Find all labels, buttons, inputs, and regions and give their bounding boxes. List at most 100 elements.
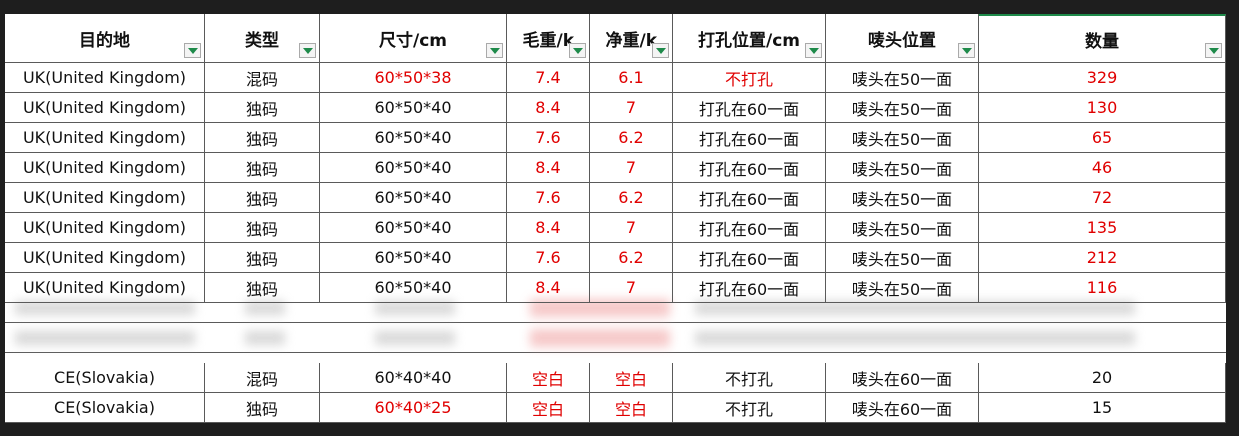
- header-cell: 类型: [205, 14, 320, 63]
- table-cell: 116: [979, 273, 1226, 303]
- table-cell: 空白: [590, 393, 673, 423]
- table-cell: 60*40*25: [320, 393, 507, 423]
- table-cell: 7: [590, 93, 673, 123]
- table-cell: 独码: [205, 393, 320, 423]
- table-cell: 空白: [507, 393, 590, 423]
- table-cell: 独码: [205, 243, 320, 273]
- table-cell: UK(United Kingdom): [5, 123, 205, 153]
- table-cell: 唛头在50一面: [826, 213, 979, 243]
- header-cell: 唛头位置: [826, 14, 979, 63]
- table-cell: CE(Slovakia): [5, 393, 205, 423]
- table-cell: 打孔在60一面: [673, 243, 826, 273]
- table-cell: 独码: [205, 213, 320, 243]
- table-cell: 8.4: [507, 93, 590, 123]
- table-cell: 唛头在50一面: [826, 153, 979, 183]
- table-cell: 唛头在50一面: [826, 273, 979, 303]
- table-cell: 唛头在60一面: [826, 363, 979, 393]
- filter-button[interactable]: [652, 43, 669, 58]
- header-text: 目的地: [79, 30, 130, 51]
- table-cell: 60*40*40: [320, 363, 507, 393]
- table-cell: 60*50*40: [320, 123, 507, 153]
- table-cell: 不打孔: [673, 63, 826, 93]
- table-cell: 独码: [205, 183, 320, 213]
- table-cell: 空白: [590, 363, 673, 393]
- header-text: 尺寸/cm: [379, 30, 447, 51]
- table-cell: 60*50*40: [320, 183, 507, 213]
- table-cell: 130: [979, 93, 1226, 123]
- header-cell: 尺寸/cm: [320, 14, 507, 63]
- table-cell: 独码: [205, 153, 320, 183]
- header-text: 唛头位置: [868, 30, 936, 51]
- table-cell: 20: [979, 363, 1226, 393]
- table-cell: 打孔在60一面: [673, 123, 826, 153]
- table-cell: 打孔在60一面: [673, 153, 826, 183]
- table-cell: UK(United Kingdom): [5, 153, 205, 183]
- table-cell: 6.2: [590, 123, 673, 153]
- filter-button[interactable]: [805, 43, 822, 58]
- table-cell: 唛头在50一面: [826, 183, 979, 213]
- table-cell: 唛头在60一面: [826, 393, 979, 423]
- table-cell: UK(United Kingdom): [5, 243, 205, 273]
- header-cell: 数量: [979, 14, 1226, 63]
- redacted-row: [5, 323, 1226, 353]
- filter-button[interactable]: [486, 43, 503, 58]
- redacted-row: [5, 293, 1226, 323]
- table-cell: 65: [979, 123, 1226, 153]
- table-cell: 打孔在60一面: [673, 213, 826, 243]
- header-text: 毛重/kg: [522, 30, 574, 51]
- table-cell: 打孔在60一面: [673, 183, 826, 213]
- table-cell: 打孔在60一面: [673, 273, 826, 303]
- table-cell: 独码: [205, 93, 320, 123]
- table-cell: UK(United Kingdom): [5, 273, 205, 303]
- table-cell: 7.4: [507, 63, 590, 93]
- table-cell: 60*50*40: [320, 243, 507, 273]
- filter-button[interactable]: [299, 43, 316, 58]
- table-cell: 15: [979, 393, 1226, 423]
- header-cell: 目的地: [5, 14, 205, 63]
- table-cell: 7.6: [507, 123, 590, 153]
- table-cell: 72: [979, 183, 1226, 213]
- filter-button[interactable]: [184, 43, 201, 58]
- table-cell: 60*50*40: [320, 93, 507, 123]
- table-cell: 8.4: [507, 213, 590, 243]
- table-cell: 6.2: [590, 243, 673, 273]
- table-cell: 打孔在60一面: [673, 93, 826, 123]
- table-cell: CE(Slovakia): [5, 363, 205, 393]
- filter-button[interactable]: [958, 43, 975, 58]
- table-cell: 唛头在50一面: [826, 123, 979, 153]
- header-text: 净重/kg: [605, 30, 657, 51]
- table-cell: UK(United Kingdom): [5, 93, 205, 123]
- table-cell: 唛头在50一面: [826, 63, 979, 93]
- table-cell: 60*50*40: [320, 213, 507, 243]
- header-text: 打孔位置/cm: [698, 30, 800, 51]
- table-cell: 6.2: [590, 183, 673, 213]
- table-cell: 7.6: [507, 183, 590, 213]
- filter-button[interactable]: [1205, 43, 1222, 58]
- table-cell: 212: [979, 243, 1226, 273]
- table-cell: 6.1: [590, 63, 673, 93]
- table-cell: UK(United Kingdom): [5, 63, 205, 93]
- filter-button[interactable]: [569, 43, 586, 58]
- table-cell: 唛头在50一面: [826, 243, 979, 273]
- table-cell: 7: [590, 153, 673, 183]
- table-cell: UK(United Kingdom): [5, 183, 205, 213]
- table-cell: 不打孔: [673, 363, 826, 393]
- table-cell: 唛头在50一面: [826, 93, 979, 123]
- table-cell: 独码: [205, 123, 320, 153]
- table-cell: 46: [979, 153, 1226, 183]
- table-cell: 8.4: [507, 273, 590, 303]
- table-cell: 135: [979, 213, 1226, 243]
- table-cell: 60*50*38: [320, 63, 507, 93]
- table-cell: 混码: [205, 363, 320, 393]
- header-cell: 净重/kg: [590, 14, 673, 63]
- table-cell: 空白: [507, 363, 590, 393]
- table-cell: UK(United Kingdom): [5, 213, 205, 243]
- table-cell: 7: [590, 213, 673, 243]
- header-text: 数量: [1085, 31, 1119, 52]
- table-cell: 60*50*40: [320, 273, 507, 303]
- table-cell: 60*50*40: [320, 153, 507, 183]
- header-text: 类型: [245, 30, 279, 51]
- spreadsheet: 目的地 类型 尺寸/cm 毛重/kg 净重/kg 打孔位置/cm 唛头位置 数量 UK(Unit…: [5, 14, 1226, 423]
- header-cell: 打孔位置/cm: [673, 14, 826, 63]
